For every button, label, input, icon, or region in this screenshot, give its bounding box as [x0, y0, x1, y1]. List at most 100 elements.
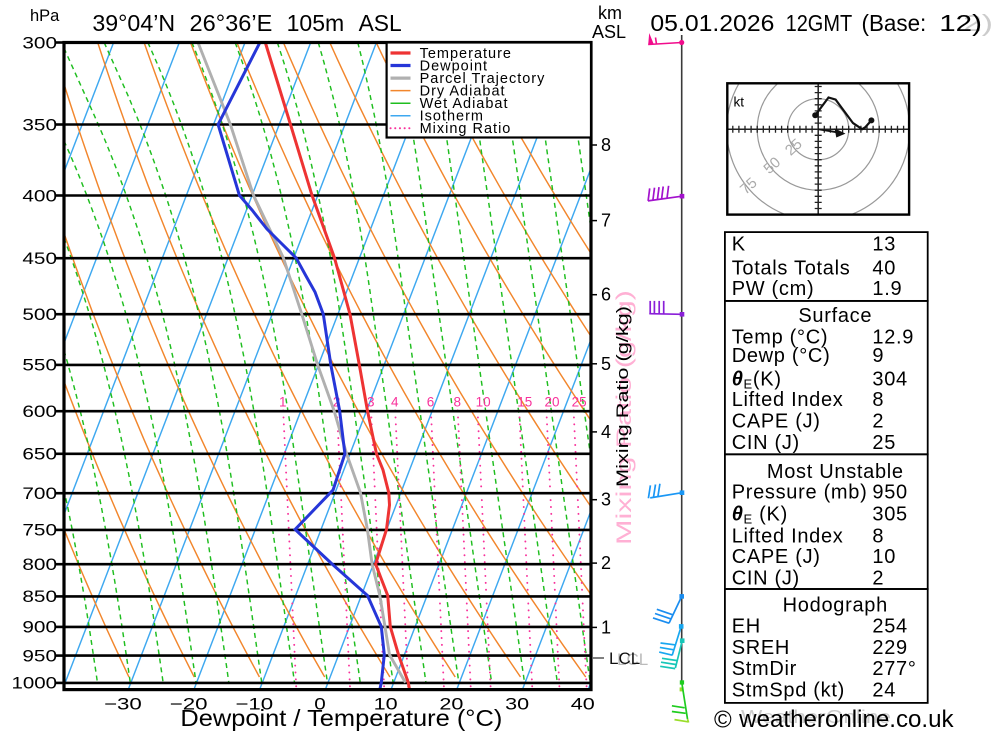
svg-text:40: 40 — [872, 258, 896, 280]
svg-text:25: 25 — [572, 395, 587, 410]
svg-text:20: 20 — [544, 395, 559, 410]
svg-text:3: 3 — [367, 395, 375, 410]
svg-text:CAPE (J): CAPE (J) — [732, 546, 821, 568]
svg-text:30: 30 — [505, 696, 529, 714]
svg-text:3: 3 — [601, 490, 611, 510]
svg-text:CIN (J): CIN (J) — [732, 432, 800, 454]
svg-text:6: 6 — [601, 285, 611, 305]
svg-text:Dewpoint / Temperature (°C): Dewpoint / Temperature (°C) — [180, 705, 502, 731]
svg-text:Lifted Index: Lifted Index — [732, 526, 844, 548]
svg-text:Lifted Index: Lifted Index — [732, 389, 844, 411]
svg-text:13: 13 — [872, 234, 896, 256]
svg-text:300: 300 — [22, 34, 57, 52]
svg-text:10: 10 — [374, 696, 398, 714]
svg-text:LCL: LCL — [617, 650, 648, 669]
svg-text:40: 40 — [571, 696, 595, 714]
svg-text:Isotherm: Isotherm — [420, 109, 484, 125]
svg-text:2): 2) — [963, 10, 993, 36]
svg-text:−20: −20 — [170, 696, 208, 714]
svg-text:Parcel Trajectory: Parcel Trajectory — [420, 71, 546, 87]
svg-text:WeatherOnline: WeatherOnline — [741, 707, 891, 727]
svg-text:950: 950 — [22, 647, 57, 665]
svg-text:weatheronline.co.uk: weatheronline.co.uk — [738, 706, 954, 733]
svg-text:−10: −10 — [235, 696, 273, 714]
svg-text:StmSpd (kt): StmSpd (kt) — [732, 679, 845, 701]
svg-text:−30: −30 — [104, 696, 142, 714]
svg-text:277°: 277° — [872, 658, 916, 680]
svg-text:20: 20 — [439, 696, 463, 714]
svg-text:Hodograph: Hodograph — [783, 594, 888, 616]
svg-text:4: 4 — [391, 395, 399, 410]
svg-text:SREH: SREH — [732, 637, 790, 659]
svg-text:2: 2 — [872, 567, 884, 589]
svg-text:θE(K): θE(K) — [732, 368, 782, 391]
svg-text:229: 229 — [872, 637, 907, 659]
svg-text:850: 850 — [22, 588, 57, 606]
svg-text:ASL: ASL — [359, 10, 402, 36]
svg-text:750: 750 — [22, 522, 57, 540]
svg-text:K: K — [732, 234, 746, 256]
svg-text:θE (K): θE (K) — [732, 504, 788, 527]
svg-text:Dewpoint: Dewpoint — [420, 58, 488, 74]
svg-text:EH: EH — [732, 616, 761, 638]
svg-text:Temp (°C): Temp (°C) — [732, 326, 829, 348]
svg-text:39°04’N: 39°04’N — [92, 10, 175, 36]
svg-text:2: 2 — [872, 411, 884, 433]
svg-text:Temperature: Temperature — [420, 46, 512, 62]
svg-text:Mixing Ratio (g/kg): Mixing Ratio (g/kg) — [613, 306, 632, 487]
svg-text:2: 2 — [601, 553, 611, 573]
svg-text:304: 304 — [872, 368, 907, 390]
svg-text:CIN (J): CIN (J) — [732, 567, 800, 589]
svg-text:8: 8 — [601, 135, 611, 155]
svg-text:500: 500 — [22, 306, 57, 324]
svg-text:Mixing Ratio: Mixing Ratio — [420, 121, 512, 137]
svg-text:6: 6 — [427, 395, 435, 410]
svg-text:350: 350 — [22, 116, 57, 134]
svg-text:26°36’E: 26°36’E — [190, 10, 273, 36]
svg-text:12): 12) — [939, 10, 982, 36]
svg-text:550: 550 — [22, 357, 57, 375]
svg-text:Surface: Surface — [798, 305, 872, 327]
svg-text:8: 8 — [872, 526, 884, 548]
svg-text:Dewp (°C): Dewp (°C) — [732, 345, 831, 367]
svg-text:kt: kt — [734, 95, 745, 110]
svg-text:1: 1 — [279, 395, 287, 410]
svg-text:1: 1 — [601, 617, 611, 637]
svg-text:1.9: 1.9 — [872, 278, 902, 300]
svg-text:4: 4 — [601, 422, 611, 442]
svg-text:©: © — [714, 707, 732, 733]
svg-text:10: 10 — [872, 546, 896, 568]
svg-text:Dry Adiabat: Dry Adiabat — [420, 83, 506, 99]
svg-text:254: 254 — [872, 616, 907, 638]
svg-text:Pressure (mb): Pressure (mb) — [732, 481, 868, 503]
svg-text:0: 0 — [314, 696, 326, 714]
svg-text:hPa: hPa — [30, 7, 60, 25]
svg-text:450: 450 — [22, 250, 57, 268]
svg-text:105m: 105m — [287, 10, 345, 36]
svg-text:650: 650 — [22, 446, 57, 464]
svg-text:8: 8 — [454, 395, 462, 410]
svg-text:(Base:: (Base: — [862, 10, 927, 36]
svg-text:PW (cm): PW (cm) — [732, 278, 815, 300]
svg-text:Totals Totals: Totals Totals — [732, 258, 851, 280]
svg-text:05.01.2026: 05.01.2026 — [650, 10, 774, 36]
svg-text:StmDir: StmDir — [732, 658, 797, 680]
svg-text:25: 25 — [872, 432, 896, 454]
svg-text:CAPE (J): CAPE (J) — [732, 411, 821, 433]
svg-text:LCL: LCL — [609, 649, 640, 668]
svg-text:400: 400 — [22, 187, 57, 205]
svg-text:9: 9 — [872, 345, 884, 367]
svg-text:Mixing Ratio (g/kg): Mixing Ratio (g/kg) — [613, 290, 636, 545]
svg-text:ASL: ASL — [592, 22, 626, 42]
svg-text:600: 600 — [22, 403, 57, 421]
svg-text:24: 24 — [872, 679, 896, 701]
svg-text:305: 305 — [872, 504, 907, 526]
svg-text:12GMT: 12GMT — [786, 10, 853, 36]
svg-text:10: 10 — [476, 395, 491, 410]
svg-text:Most Unstable: Most Unstable — [767, 461, 904, 483]
svg-text:800: 800 — [22, 556, 57, 574]
svg-text:12.9: 12.9 — [872, 326, 914, 348]
svg-text:700: 700 — [22, 485, 57, 503]
svg-text:8: 8 — [872, 389, 884, 411]
svg-text:Wet Adiabat: Wet Adiabat — [420, 96, 509, 112]
